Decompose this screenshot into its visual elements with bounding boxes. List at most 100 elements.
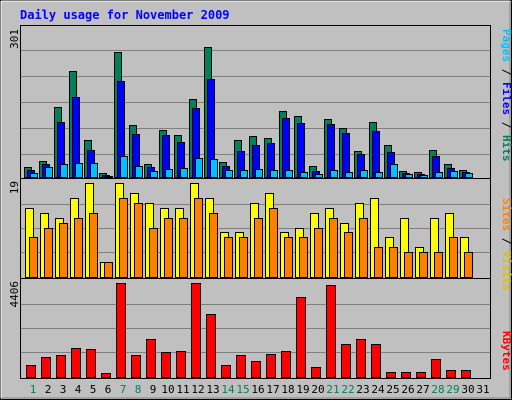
x-tick-label-day-15: 15 bbox=[236, 383, 249, 396]
pages-bar-day-19 bbox=[300, 172, 308, 178]
sites-bar-day-13 bbox=[209, 213, 218, 278]
pages-bar-day-1 bbox=[30, 173, 38, 178]
x-tick-label-day-4: 4 bbox=[75, 383, 82, 396]
sites-bar-day-5 bbox=[89, 213, 98, 278]
kbytes-bar-day-21 bbox=[326, 285, 336, 378]
sites-bar-day-15 bbox=[239, 237, 248, 278]
x-tick-label-day-7: 7 bbox=[120, 383, 127, 396]
sites-bar-day-27 bbox=[419, 252, 428, 278]
sites-bar-day-1 bbox=[29, 237, 38, 278]
x-tick-label-day-18: 18 bbox=[281, 383, 294, 396]
gridlines bbox=[21, 50, 490, 353]
sites-bar-day-14 bbox=[224, 237, 233, 278]
x-tick-label-day-25: 25 bbox=[386, 383, 399, 396]
sites-bar-day-8 bbox=[134, 203, 143, 278]
pages-bar-day-11 bbox=[180, 168, 188, 178]
sites-bar-day-2 bbox=[44, 228, 53, 278]
x-tick-label-day-16: 16 bbox=[251, 383, 264, 396]
sites-bar-day-7 bbox=[119, 198, 128, 278]
x-tick-label-day-2: 2 bbox=[45, 383, 52, 396]
x-tick-label-day-29: 29 bbox=[446, 383, 459, 396]
x-tick-label-day-3: 3 bbox=[60, 383, 67, 396]
sites-bar-day-22 bbox=[344, 232, 353, 278]
sites-bar-day-9 bbox=[149, 228, 158, 278]
pages-bar-day-9 bbox=[150, 171, 158, 178]
sites-bar-day-30 bbox=[464, 252, 473, 278]
kbytes-bar-day-6 bbox=[101, 373, 111, 378]
x-tick-label-day-26: 26 bbox=[401, 383, 414, 396]
pages-bar-day-2 bbox=[45, 167, 53, 178]
sites-bar-day-18 bbox=[284, 237, 293, 278]
x-tick-label-day-30: 30 bbox=[461, 383, 474, 396]
kbytes-bar-day-11 bbox=[176, 351, 186, 378]
kbytes-bar-day-20 bbox=[311, 367, 321, 378]
x-tick-label-day-12: 12 bbox=[191, 383, 204, 396]
kbytes-bar-day-8 bbox=[131, 355, 141, 378]
bars bbox=[24, 47, 473, 378]
sites-bar-day-11 bbox=[179, 218, 188, 278]
kbytes-bar-day-12 bbox=[191, 283, 201, 378]
kbytes-bar-day-17 bbox=[266, 354, 276, 378]
pages-bar-day-4 bbox=[75, 163, 83, 178]
kbytes-bar-day-27 bbox=[416, 372, 426, 378]
sites-bar-day-3 bbox=[59, 223, 68, 278]
kbytes-ymax-label: 4406 bbox=[8, 281, 21, 308]
kbytes-bar-day-28 bbox=[431, 359, 441, 378]
sites-bar-day-24 bbox=[374, 247, 383, 278]
hits-side-label: Pages / Files / Hits bbox=[500, 29, 512, 162]
files-bar-day-22 bbox=[342, 133, 350, 178]
files-legend: Files bbox=[500, 82, 512, 115]
pages-bar-day-24 bbox=[375, 172, 383, 178]
x-tick-label-day-6: 6 bbox=[105, 383, 112, 396]
kbytes-bar-day-30 bbox=[461, 370, 471, 378]
pages-bar-day-15 bbox=[240, 170, 248, 178]
sites-bar-day-20 bbox=[314, 228, 323, 278]
kbytes-bar-day-15 bbox=[236, 355, 246, 378]
kbytes-bar-day-25 bbox=[386, 372, 396, 378]
files-bar-day-19 bbox=[297, 123, 305, 178]
sites-legend: Sites bbox=[500, 198, 512, 231]
kbytes-bar-day-23 bbox=[356, 339, 366, 378]
x-tick-label-day-8: 8 bbox=[135, 383, 142, 396]
hits-legend: Hits bbox=[500, 135, 512, 162]
x-tick-label-day-11: 11 bbox=[176, 383, 189, 396]
x-tick-label-day-31: 31 bbox=[476, 383, 489, 396]
sites-bar-day-23 bbox=[359, 218, 368, 278]
pages-bar-day-22 bbox=[345, 172, 353, 178]
pages-bar-day-28 bbox=[435, 172, 443, 178]
pages-bar-day-29 bbox=[450, 171, 458, 178]
sites-bar-day-26 bbox=[404, 252, 413, 278]
pages-bar-day-8 bbox=[135, 166, 143, 178]
x-tick-label-day-17: 17 bbox=[266, 383, 279, 396]
kbytes-bar-day-18 bbox=[281, 351, 291, 378]
files-bar-day-18 bbox=[282, 118, 290, 178]
pages-bar-day-7 bbox=[120, 156, 128, 178]
sites-bar-day-16 bbox=[254, 218, 263, 278]
kbytes-bar-day-14 bbox=[221, 365, 231, 378]
kbytes-bar-day-9 bbox=[146, 339, 156, 378]
pages-legend: Pages bbox=[500, 29, 512, 62]
x-tick-label-day-1: 1 bbox=[30, 383, 37, 396]
kbytes-bar-day-1 bbox=[26, 365, 36, 378]
kbytes-bar-day-13 bbox=[206, 314, 216, 378]
kbytes-bar-day-22 bbox=[341, 344, 351, 378]
kbytes-bar-day-3 bbox=[56, 355, 66, 378]
pages-bar-day-16 bbox=[255, 169, 263, 178]
sites-bar-day-25 bbox=[389, 247, 398, 278]
x-tick-label-day-22: 22 bbox=[341, 383, 354, 396]
pages-bar-day-20 bbox=[315, 174, 323, 178]
x-tick-label-day-13: 13 bbox=[206, 383, 219, 396]
x-tick-label-day-9: 9 bbox=[150, 383, 157, 396]
visits-side-label: Sites / Visits bbox=[500, 198, 512, 291]
kbytes-bar-day-16 bbox=[251, 361, 261, 378]
pages-bar-day-18 bbox=[285, 170, 293, 178]
files-bar-day-24 bbox=[372, 131, 380, 178]
sites-bar-day-28 bbox=[434, 252, 443, 278]
x-tick-label-day-10: 10 bbox=[161, 383, 174, 396]
visits-ymax-label: 19 bbox=[8, 181, 21, 194]
pages-bar-day-13 bbox=[210, 159, 218, 178]
pages-bar-day-5 bbox=[90, 163, 98, 178]
sites-bar-day-6 bbox=[104, 262, 113, 278]
pages-bar-day-26 bbox=[405, 174, 413, 178]
